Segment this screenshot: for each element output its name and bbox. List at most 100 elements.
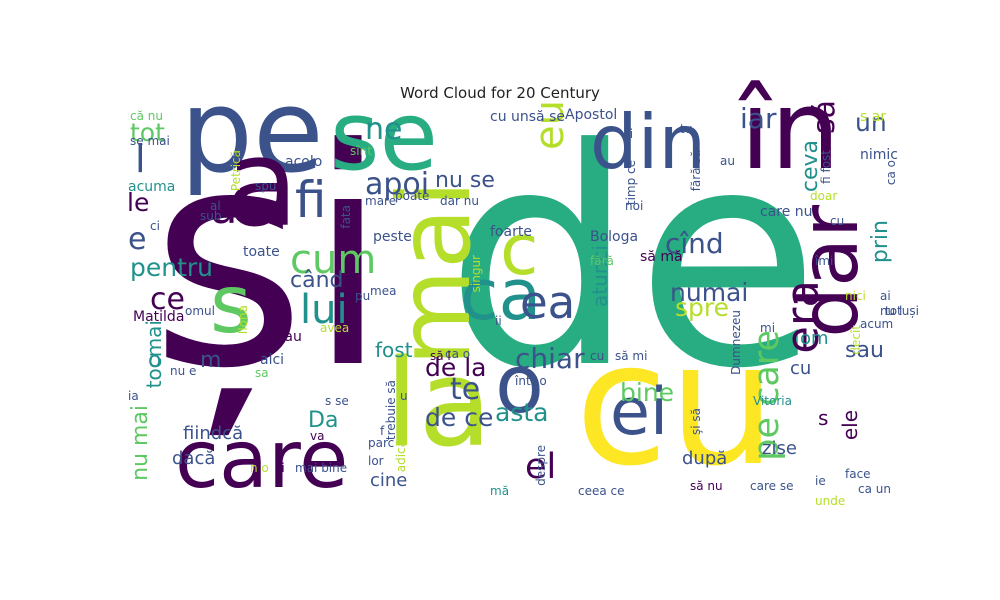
word-26: te (450, 372, 481, 407)
word-38: de ce (425, 403, 494, 432)
word-22: ar (210, 181, 257, 234)
word-52: le (127, 188, 150, 217)
word-134: Petrică (229, 150, 243, 192)
word-64: după (682, 448, 728, 469)
word-106: unde (815, 494, 846, 508)
word-90: avea (320, 321, 350, 335)
word-128: cu (830, 214, 845, 228)
word-76: nimic (860, 147, 898, 163)
word-71: toate (243, 244, 280, 260)
word-45: cînd (665, 227, 724, 260)
word-81: fără (590, 254, 614, 268)
word-56: om (800, 328, 829, 349)
word-57: s (818, 406, 829, 430)
word-30: de la (425, 353, 487, 382)
word-124: nu l (880, 304, 903, 318)
word-103: să nu (690, 479, 723, 493)
word-105: ca un (858, 482, 891, 496)
word-123: ai (880, 289, 891, 303)
word-10: o (495, 338, 544, 431)
word-41: sau (845, 338, 884, 363)
word-129: doar (810, 189, 838, 203)
word-95: f (380, 424, 385, 438)
word-147: n o (250, 461, 269, 475)
word-77: s ar (860, 109, 887, 125)
word-88: pu (355, 289, 371, 303)
word-12: ca (460, 254, 542, 336)
word-13: s (210, 258, 252, 351)
word-97: parc (368, 436, 395, 450)
word-136: timp ce (624, 160, 638, 206)
word-14: ei (610, 375, 669, 450)
chart-title: Word Cloud for 20 Century (400, 84, 600, 102)
word-116: sînt (350, 144, 372, 158)
word-35: numai (670, 278, 749, 307)
word-150: se mai (130, 134, 170, 148)
word-65: zise (762, 438, 797, 459)
word-51: tot (130, 118, 165, 147)
word-61: tocmai (142, 320, 166, 389)
word-36: ne (365, 112, 403, 147)
word-109: ia (128, 389, 139, 403)
word-101: despre (534, 445, 548, 486)
word-72: acolo (285, 154, 323, 170)
word-135: fără să (689, 150, 703, 192)
word-94: u (400, 389, 408, 403)
word-137: fi fost (819, 150, 833, 184)
word-91: aici (260, 352, 285, 368)
word-114: spu (255, 179, 277, 193)
word-107: ie (815, 474, 826, 488)
word-143: omul (185, 304, 215, 318)
word-126: decît (849, 325, 863, 355)
word-3: pe (180, 65, 324, 199)
word-8: se (330, 82, 438, 192)
word-67: Apostol (565, 107, 618, 123)
word-132: şi să (689, 408, 703, 436)
word-63: dacă (172, 448, 216, 469)
word-130: poate (395, 189, 430, 203)
word-133: Vitoria (753, 394, 792, 408)
word-6: la (385, 335, 492, 474)
word-84: ii (495, 314, 502, 328)
word-119: tu (680, 122, 693, 136)
word-145: să l (430, 349, 451, 363)
word-89: erau (270, 329, 302, 345)
word-31: apoi (365, 167, 430, 202)
word-74: Matilda (133, 309, 185, 325)
word-149: că nu (130, 109, 163, 123)
word-98: lor (368, 454, 384, 468)
word-80: Dumnezeu (729, 310, 743, 375)
word-40: fost (375, 338, 413, 362)
word-69: foarte (490, 224, 532, 240)
word-127: mi (760, 321, 776, 335)
word-16: fi (295, 171, 327, 229)
word-68: Bologa (590, 229, 639, 245)
word-138: ca o (884, 160, 898, 186)
word-23: el (525, 447, 557, 487)
word-0: de (445, 85, 820, 434)
word-111: ci (150, 219, 160, 233)
word-139: totuși (885, 304, 919, 318)
word-54: m (200, 348, 222, 373)
word-15: a (225, 115, 299, 254)
word-37: bine (620, 378, 675, 407)
word-144: trebuie să (384, 380, 398, 441)
word-32: să (807, 100, 842, 135)
word-11: din (590, 98, 706, 186)
word-18: c (500, 209, 539, 291)
word-29: asta (495, 398, 549, 427)
word-108: mă (490, 484, 510, 498)
word-42: spre (675, 293, 730, 322)
word-79: să mă (640, 249, 683, 265)
word-33: iar (740, 102, 777, 135)
word-113: al (210, 199, 221, 213)
word-53: Da (308, 408, 339, 433)
word-148: mai bine (295, 461, 348, 475)
word-118: ti (625, 127, 634, 141)
word-115: mare (365, 194, 397, 208)
word-1: și (150, 85, 390, 434)
word-83: cu (590, 349, 605, 363)
word-60: o (148, 348, 162, 373)
word-110: nu e (170, 364, 197, 378)
word-92: sa (255, 366, 269, 380)
